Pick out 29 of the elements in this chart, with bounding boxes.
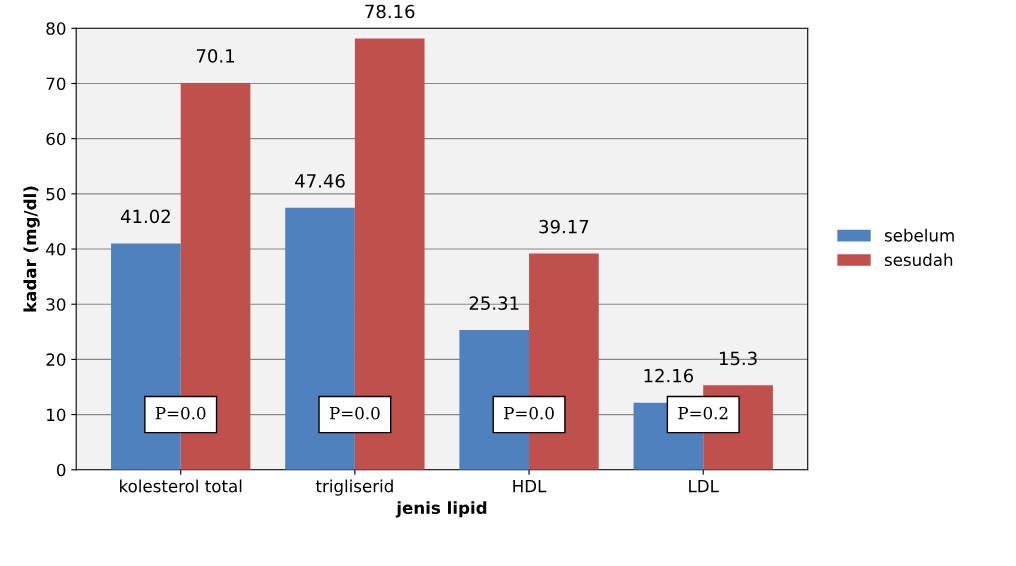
y-tick-label: 0	[56, 463, 66, 477]
y-tick-label: 60	[46, 132, 66, 146]
x-tick-label: kolesterol total	[120, 479, 242, 493]
legend-label: sebelum	[884, 228, 954, 242]
y-tick-label: 20	[46, 353, 66, 366]
y-tick-label: 70	[46, 77, 66, 91]
data-label: 25.31	[469, 296, 519, 310]
legend-label: sesudah	[884, 253, 953, 267]
annotation: P=0.0	[504, 406, 554, 420]
data-label: 41.02	[120, 209, 170, 224]
y-tick-label: 10	[47, 408, 66, 422]
y-tick-label: 50	[46, 187, 66, 201]
y-tick-label: 80	[46, 22, 66, 35]
annotation: P=0.2	[678, 406, 728, 420]
data-label: 78.16	[365, 4, 415, 19]
data-label: 70.1	[196, 49, 234, 63]
x-tick-label: trigliserid	[315, 479, 393, 496]
data-label: 15.3	[719, 351, 757, 366]
annotation: P=0.0	[155, 406, 206, 420]
y-tick-label: 40	[46, 243, 66, 256]
data-label: 12.16	[644, 368, 694, 383]
y-tick-label: 30	[46, 298, 66, 311]
data-label: 47.46	[295, 174, 345, 188]
x-tick-label: HDL	[513, 480, 547, 493]
x-tick-label: LDL	[689, 480, 719, 493]
x-axis-title: jenis lipid	[395, 501, 487, 518]
annotation: P=0.0	[329, 406, 380, 420]
y-axis-title: kadar (mg/dl)	[23, 186, 40, 312]
data-label: 39.17	[539, 219, 589, 234]
